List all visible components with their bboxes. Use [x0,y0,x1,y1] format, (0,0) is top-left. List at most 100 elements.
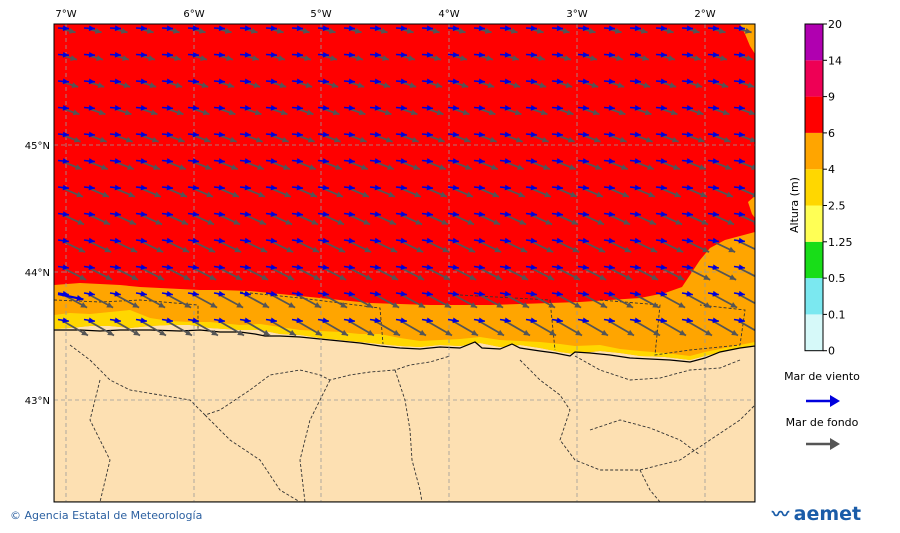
swell-arrow-icon [529,319,557,337]
wind-sea-arrow-icon [109,105,122,111]
wind-sea-arrow-icon [681,131,694,138]
wind-sea-arrow-icon [369,211,382,217]
swell-arrow-icon [581,319,609,337]
wind-sea-arrow-icon [551,131,564,138]
swell-arrow-icon [607,266,633,281]
colorbar-level-label: 0 [828,345,835,358]
wind-sea-arrow-icon [135,290,147,297]
wind-sea-arrow-icon [603,264,616,271]
wind-sea-arrow-icon [551,317,563,324]
wind-sea-arrow-icon [629,184,642,191]
wind-sea-arrow-icon [213,290,225,297]
swell-arrow-icon [347,187,370,198]
wind-sea-arrow-icon [577,264,590,271]
swell-arrow-icon [659,266,685,281]
swell-arrow-icon [321,213,345,226]
wind-sea-arrow-icon [265,290,277,297]
wind-sea-arrow-icon [447,211,460,217]
swell-arrow-icon [555,266,581,281]
swell-arrow-icon [659,319,687,337]
lon-label: 6°W [183,9,204,20]
swell-arrow-icon [503,319,531,337]
swell-arrow-icon [711,240,736,253]
wind-sea-arrow-icon [239,184,252,191]
wind-sea-arrow-icon [421,51,434,58]
open-sea-red [54,24,755,305]
wind-sea-arrow-icon [57,264,70,271]
wind-sea-arrow-icon [551,105,564,111]
wave-arrows-layer [57,25,755,337]
wind-sea-arrow-icon [343,237,356,244]
swell-arrow-icon [347,293,374,309]
wind-sea-arrow-icon [629,264,642,271]
swell-arrow-icon [633,266,659,281]
wind-sea-arrow-icon [473,25,486,32]
colorbar-level-label: 2.5 [828,200,846,213]
swell-arrow-icon [191,319,219,337]
swell-arrow-icon [87,213,111,226]
wind-sea-arrow-icon [603,131,616,138]
wind-sea-arrow-icon [681,51,694,58]
swell-arrow-icon [399,240,424,253]
swell-arrow-icon [451,319,479,337]
wind-sea-arrow-icon [369,290,381,297]
swell-arrow-icon [581,187,604,198]
colorbar-segment [805,205,823,242]
swell-arrow-icon [607,240,632,253]
wind-sea-arrow-icon [135,237,148,244]
wind-sea-arrow-icon [395,158,408,164]
swell-arrow-icon [243,293,270,309]
swell-arrow-icon [503,187,526,198]
wind-sea-arrow-icon [343,211,356,217]
wind-sea-arrow-icon [395,317,407,324]
wind-sea-arrow-icon [603,158,616,164]
wind-sea-arrow-icon [291,105,304,111]
swell-arrow-icon [633,293,660,309]
wind-sea-arrow-icon [655,131,668,138]
wind-sea-arrow-icon [447,237,460,244]
swell-arrow-icon [113,213,137,226]
wind-sea-arrow-icon [239,51,252,58]
wind-sea-arrow-icon [187,158,200,164]
swell-arrow-icon [451,240,476,253]
swell-arrow-icon [425,240,450,253]
wind-sea-arrow-icon [343,78,356,85]
swell-arrow-icon [347,319,375,337]
wind-sea-arrow-icon [213,237,226,244]
wind-sea-arrow-icon [369,78,382,85]
swell-arrow-icon [425,319,453,337]
swell-arrow-icon [607,187,630,198]
wind-sea-arrow-icon [369,237,382,244]
wind-sea-arrow-icon [83,290,95,297]
wind-sea-arrow-icon [135,264,148,271]
wind-sea-arrow-icon [629,290,641,297]
wind-sea-arrow-icon [135,317,147,324]
lon-label: 7°W [55,9,76,20]
wind-sea-arrow-icon [577,105,590,111]
wind-sea-arrow-icon [473,105,486,111]
lon-label: 4°W [438,9,459,20]
swell-arrow-icon [399,213,423,226]
wind-sea-arrow-icon [551,158,564,164]
wind-sea-arrow-icon [317,51,330,58]
wind-sea-arrow-icon [577,158,590,164]
wind-sea-arrow-icon [603,78,616,85]
wind-sea-arrow-icon [239,158,252,164]
swell-arrow-icon [737,266,755,278]
wind-sea-arrow-icon [551,211,564,217]
wind-sea-arrow-icon [239,237,252,244]
wind-sea-arrow-icon [707,264,720,271]
wind-sea-arrow-icon [83,184,96,191]
wind-sea-arrow-icon [291,184,304,191]
legend-wind-sea-label: Mar de viento [784,370,860,383]
swell-arrow-icon [113,293,140,309]
wind-sea-arrow-icon [603,211,616,217]
swell-arrow-icon [529,187,552,198]
wind-sea-arrow-icon [317,25,330,32]
swell-arrow-icon [555,293,582,309]
wind-sea-arrow-icon [135,211,148,217]
swell-arrow-icon [321,240,346,253]
wind-sea-arrow-icon [655,78,668,85]
wind-sea-arrow-icon [109,51,122,58]
swell-arrow-icon [61,319,89,337]
